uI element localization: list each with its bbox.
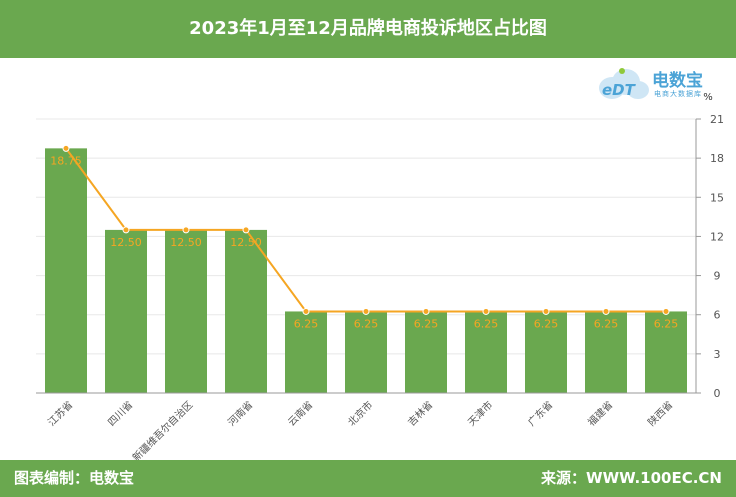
data-label: 12.50 [110, 236, 142, 249]
footer-credit: 图表编制：电数宝 [14, 469, 135, 487]
line-point [302, 307, 310, 315]
chart-header: 2023年1月至12月品牌电商投诉地区占比图 [0, 0, 736, 58]
y-tick-label: 9 [714, 270, 721, 283]
bar [405, 311, 447, 393]
line-point [422, 307, 430, 315]
chart-footer: 图表编制：电数宝 来源：WWW.100EC.CN [0, 460, 736, 497]
data-label: 6.25 [594, 317, 619, 330]
footer-source: 来源：WWW.100EC.CN [541, 469, 722, 487]
x-tick-label: 广东省 [525, 398, 555, 428]
data-labels: 18.75 12.50 12.50 12.50 6.25 6.25 6.25 6.25 6.25… [50, 154, 678, 330]
y-tick-label: 3 [714, 348, 721, 361]
bar [465, 311, 507, 393]
chart-area: 18.75 12.50 12.50 12.50 6.25 6.25 6.25 6.25 6.25… [0, 58, 736, 464]
x-tick-label: 吉林省 [405, 398, 435, 428]
trend-line [62, 144, 670, 315]
line-point [482, 307, 490, 315]
data-label: 18.75 [50, 154, 82, 167]
x-tick-label: 北京市 [345, 398, 375, 428]
y-tick-label: 18 [710, 152, 724, 165]
bar [285, 311, 327, 393]
line-point [122, 226, 130, 234]
y-tick-label: 0 [714, 387, 721, 400]
y-tick-label: 6 [714, 309, 721, 322]
y-axis-unit: % [703, 92, 713, 103]
x-tick-label: 福建省 [585, 398, 615, 428]
line-point [362, 307, 370, 315]
bar [225, 229, 267, 393]
bar [645, 311, 687, 393]
x-tick-label: 四川省 [105, 398, 135, 428]
line-point [542, 307, 550, 315]
bar-line-chart: 18.75 12.50 12.50 12.50 6.25 6.25 6.25 6.25 6.25… [36, 92, 724, 464]
data-label: 12.50 [170, 236, 202, 249]
x-tick-label: 天津市 [465, 398, 495, 428]
x-tick-label: 河南省 [225, 398, 255, 428]
bar [525, 311, 567, 393]
y-tick-label: 21 [710, 113, 724, 126]
bar [165, 229, 207, 393]
line-series [65, 147, 666, 313]
bars [45, 148, 687, 393]
logo-subtitle: 电商大数据库 [654, 90, 702, 98]
line-point [662, 307, 670, 315]
x-tick-label: 江苏省 [45, 398, 75, 428]
chart-title: 2023年1月至12月品牌电商投诉地区占比图 [189, 18, 547, 39]
logo-name: 电数宝 [652, 71, 703, 91]
data-label: 6.25 [294, 317, 319, 330]
x-tick-label: 陕西省 [645, 398, 675, 428]
bar [585, 311, 627, 393]
bar [345, 311, 387, 393]
x-tick-label: 云南省 [285, 398, 315, 428]
data-label: 6.25 [414, 317, 439, 330]
data-label: 6.25 [534, 317, 559, 330]
bar [45, 148, 87, 393]
y-axis: 0 3 6 9 12 15 18 21% [695, 92, 724, 400]
data-label: 6.25 [474, 317, 499, 330]
logo-cloud-icon: eDT [599, 68, 649, 99]
line-point [62, 144, 70, 152]
x-tick-label: 新疆维吾尔自治区 [130, 398, 196, 460]
logo-mark: eDT [602, 81, 637, 99]
logo: eDT 电数宝 电商大数据库 [596, 62, 728, 104]
line-point [602, 307, 610, 315]
data-label: 6.25 [354, 317, 379, 330]
y-tick-label: 15 [710, 191, 724, 204]
line-point [242, 226, 250, 234]
bar [105, 229, 147, 393]
y-tick-label: 12 [710, 230, 724, 243]
data-label: 12.50 [230, 236, 262, 249]
data-label: 6.25 [654, 317, 679, 330]
line-point [182, 226, 190, 234]
